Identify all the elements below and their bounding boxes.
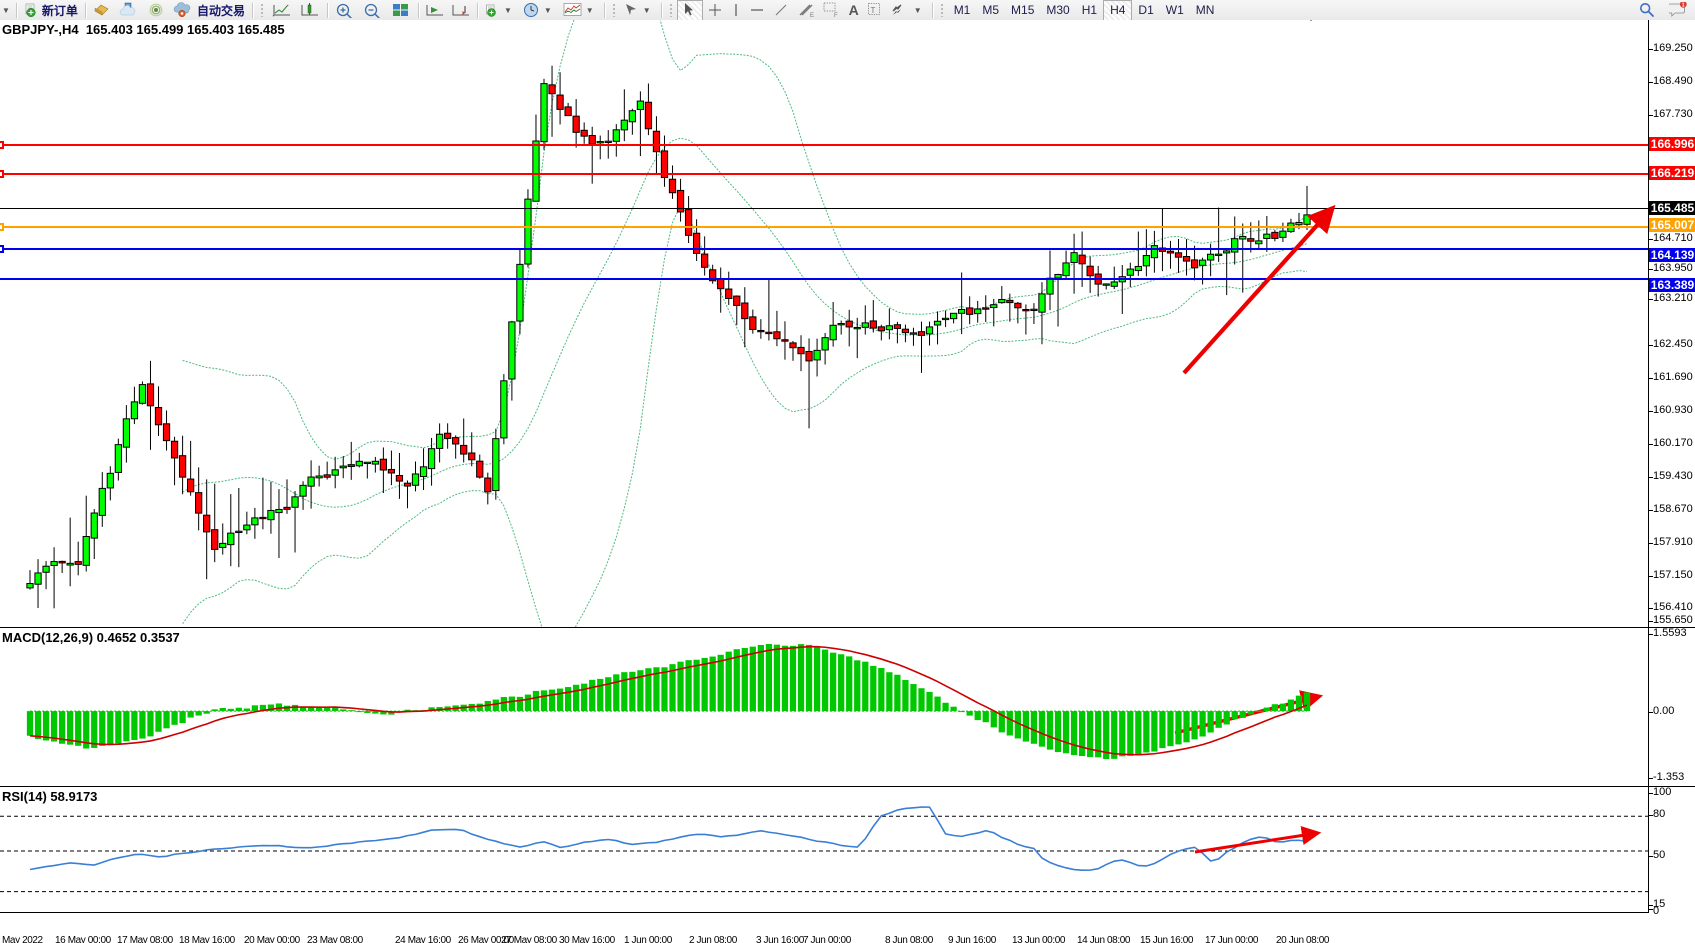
svg-text:E: E — [810, 13, 814, 18]
svg-text:T: T — [870, 6, 875, 15]
svg-text:1: 1 — [1682, 2, 1685, 8]
svg-text:F: F — [834, 13, 838, 18]
